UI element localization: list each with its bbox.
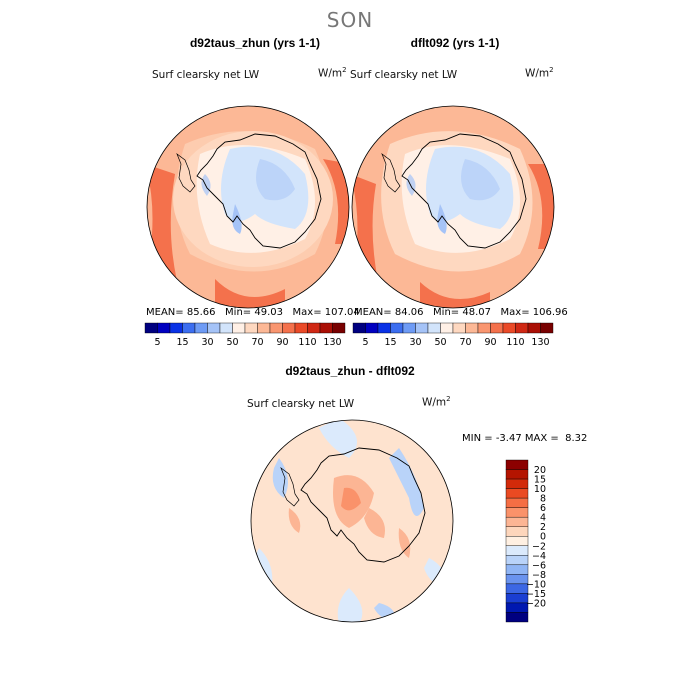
panel2-colorbar-tick-label: 110 [506, 337, 524, 348]
diff-colorbar-swatch [505, 507, 529, 518]
panel1-colorbar-swatch [207, 322, 221, 334]
diff-colorbar-tick-label: 20 [534, 465, 546, 476]
diff-colorbar-swatch [505, 602, 529, 613]
panel2-colorbar-swatch [465, 322, 479, 334]
panel2-variable-label: Surf clearsky net LW [350, 69, 458, 81]
diff-colorbar-tick-label: 4 [540, 513, 546, 524]
diff-colorbar-swatch [505, 574, 529, 585]
diff-colorbar-tick-label: −20 [526, 598, 546, 609]
panel2-colorbar-swatch [390, 322, 404, 334]
panel1-colorbar-swatch [269, 322, 283, 334]
panel1-title: d92taus_zhun (yrs 1-1) [189, 36, 321, 50]
panel1-colorbar-tick-label: 130 [323, 337, 341, 348]
panel2-colorbar-swatch [527, 322, 541, 334]
panel2-colorbar-swatch [502, 322, 516, 334]
panel2-colorbar-swatch [377, 322, 391, 334]
diff-colorbar-swatch [505, 583, 529, 594]
diff-colorbar-swatch [505, 469, 529, 480]
panel2-colorbar-swatch [477, 322, 491, 334]
panel2-colorbar-swatch [365, 322, 379, 334]
panel1-stats: MEAN= 85.66 Min= 49.03 Max= 107.04 [146, 307, 360, 318]
panel2-units: W/m2 [525, 66, 554, 80]
diff-colorbar-swatch [505, 478, 529, 489]
panel1-colorbar-swatch [282, 322, 296, 334]
diff-colorbar-tick-label: 0 [540, 532, 546, 543]
diff-colorbar-tick-label: −15 [526, 589, 546, 600]
panel2-colorbar-tick-label: 5 [362, 337, 368, 348]
diff-colorbar-tick-label: 2 [540, 522, 546, 533]
panel1-colorbar-swatch [319, 322, 333, 334]
diff-colorbar-swatch [505, 526, 529, 537]
diff-stats: MIN = -3.47 MAX = 8.32 [462, 433, 588, 444]
diff-colorbar-swatch [505, 516, 529, 527]
panel2-colorbar-swatch [515, 322, 529, 334]
panel1-colorbar-swatch [307, 322, 321, 334]
panel1-variable-label: Surf clearsky net LW [152, 69, 260, 81]
panel1-colorbar-swatch [294, 322, 308, 334]
diff-colorbar-tick-label: −4 [532, 551, 546, 562]
diff-colorbar-swatch [505, 564, 529, 575]
panel1-colorbar-swatch [232, 322, 246, 334]
diff-map [250, 419, 454, 623]
panel1-colorbar-swatch [219, 322, 233, 334]
panel2-colorbar-swatch [540, 322, 554, 334]
diff-colorbar-tick-label: −2 [532, 541, 546, 552]
panel2-colorbar-tick-label: 70 [459, 337, 471, 348]
panel2-colorbar-tick-label: 90 [484, 337, 496, 348]
panel2-colorbar-swatch [490, 322, 504, 334]
diff-variable-label: Surf clearsky net LW [247, 398, 355, 410]
panel1-colorbar-swatch [182, 322, 196, 334]
diff-colorbar-tick-label: 6 [540, 503, 546, 514]
panel2-stats: MEAN= 84.06 Min= 48.07 Max= 106.96 [354, 307, 568, 318]
panel2-colorbar-swatch [402, 322, 416, 334]
panel1-colorbar-swatch [144, 322, 158, 334]
panel1-colorbar-swatch [244, 322, 258, 334]
panel2-colorbar-swatch [352, 322, 366, 334]
panel2-colorbar-swatch [427, 322, 441, 334]
diff-title: d92taus_zhun - dflt092 [285, 364, 415, 378]
diff-colorbar-tick-label: −8 [532, 570, 546, 581]
panel1-colorbar-tick-label: 30 [201, 337, 213, 348]
panel2-colorbar-tick-label: 50 [434, 337, 446, 348]
diff-colorbar-tick-label: 8 [540, 494, 546, 505]
panel2-title: dflt092 (yrs 1-1) [410, 36, 500, 50]
panel1-colorbar-swatch [332, 322, 346, 334]
panel2-colorbar-swatch [440, 322, 454, 334]
panel2-colorbar: 5 15 30 50 70 90 110 130 [352, 322, 554, 348]
diff-colorbar-tick-label: 10 [534, 484, 546, 495]
panel1-units: W/m2 [318, 66, 347, 80]
panel1-colorbar: 5 15 30 50 70 90 110 130 [144, 322, 346, 348]
panel2-map [351, 105, 555, 309]
panel2-colorbar-tick-label: 15 [384, 337, 396, 348]
panel1-colorbar-swatch [194, 322, 208, 334]
season-title: SON [326, 8, 374, 32]
panel1-colorbar-tick-label: 110 [298, 337, 316, 348]
panel2-colorbar-tick-label: 130 [531, 337, 549, 348]
diff-colorbar-swatch [505, 497, 529, 508]
panel1-map [146, 105, 350, 309]
panel1-colorbar-swatch [157, 322, 171, 334]
diff-units: W/m2 [422, 395, 451, 409]
panel1-colorbar-tick-label: 50 [226, 337, 238, 348]
diff-colorbar-swatch [505, 555, 529, 566]
panel1-colorbar-tick-label: 5 [154, 337, 160, 348]
panel1-colorbar-tick-label: 90 [276, 337, 288, 348]
diff-colorbar-tick-label: −10 [526, 579, 546, 590]
diff-colorbar-swatch [505, 612, 529, 623]
diff-colorbar-tick-label: 15 [534, 475, 546, 486]
diff-colorbar-tick-label: −6 [532, 560, 546, 571]
panel2-colorbar-tick-label: 30 [409, 337, 421, 348]
panel2-colorbar-swatch [415, 322, 429, 334]
panel1-colorbar-tick-label: 15 [176, 337, 188, 348]
diff-colorbar-swatch [505, 593, 529, 604]
diff-colorbar-swatch [505, 536, 529, 546]
panel1-colorbar-swatch [257, 322, 271, 334]
panel1-colorbar-swatch [169, 322, 183, 334]
diff-colorbar-swatch [505, 545, 529, 556]
panel2-colorbar-swatch [452, 322, 466, 334]
diff-colorbar-swatch [505, 488, 529, 499]
panel1-colorbar-tick-label: 70 [251, 337, 263, 348]
diff-colorbar-swatch [505, 459, 529, 470]
